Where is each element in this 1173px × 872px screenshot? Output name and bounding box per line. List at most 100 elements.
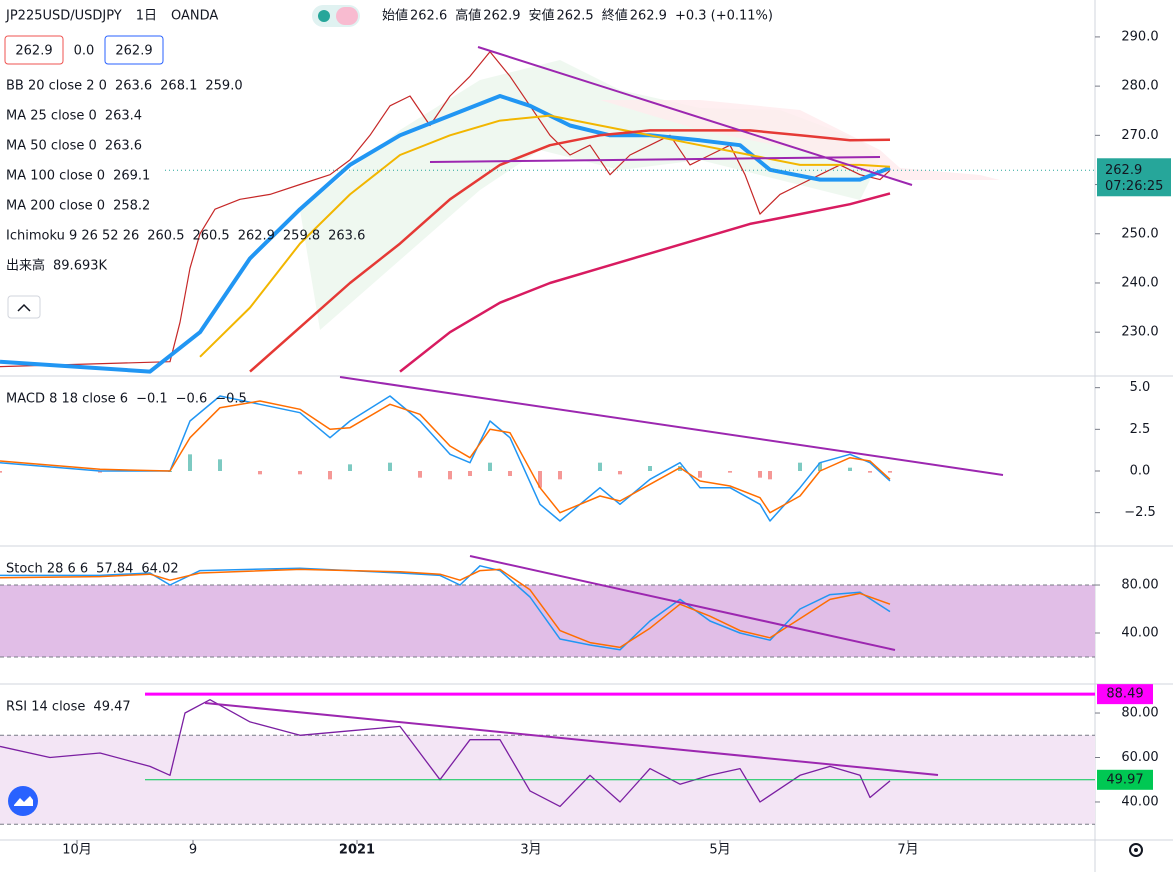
histogram-bar bbox=[558, 471, 562, 480]
ichimoku-cloud bbox=[300, 60, 880, 330]
legend-item: MA 200 close 0 bbox=[6, 199, 105, 214]
y-tick-label: 2.5 bbox=[1130, 422, 1151, 437]
ichimoku-cloud-red bbox=[600, 100, 1000, 180]
bid: 262.9 bbox=[15, 44, 52, 59]
histogram-bar bbox=[448, 471, 452, 480]
histogram-bar bbox=[188, 454, 192, 471]
panel bbox=[0, 699, 1095, 825]
level-label: 88.49 bbox=[1106, 687, 1143, 702]
histogram-bar bbox=[648, 466, 652, 471]
histogram-bar bbox=[798, 462, 802, 471]
trendline bbox=[477, 46, 913, 186]
ask-box[interactable] bbox=[104, 35, 164, 65]
legend-item: −0.5 bbox=[215, 392, 247, 407]
spread: 0.0 bbox=[74, 44, 95, 59]
series-line bbox=[0, 400, 891, 514]
series-line bbox=[199, 114, 891, 358]
legend-item: 269.1 bbox=[113, 169, 150, 184]
series-line bbox=[249, 129, 891, 373]
histogram-bar bbox=[848, 467, 852, 471]
histogram-bar bbox=[818, 462, 822, 471]
legend-item: Stoch 28 6 6 bbox=[6, 562, 88, 577]
ohlc-value: 262.5 bbox=[556, 9, 593, 24]
legend-item: −0.1 bbox=[136, 392, 168, 407]
series-line bbox=[0, 699, 891, 808]
legend-item: 262.9 bbox=[238, 229, 275, 244]
legend-item: Ichimoku 9 26 52 26 bbox=[6, 229, 139, 244]
legend-item: 57.84 bbox=[96, 562, 133, 577]
legend-item: BB 20 close 2 0 bbox=[6, 79, 107, 94]
legend-item: 263.6 bbox=[115, 79, 152, 94]
histogram-bar bbox=[298, 471, 302, 475]
legend-item: 49.47 bbox=[93, 700, 130, 715]
ohlc-label: 安値 bbox=[528, 8, 554, 24]
legend-item: MA 50 close 0 bbox=[6, 139, 97, 154]
y-tick-label: 290.0 bbox=[1121, 29, 1158, 44]
change: +0.3 (+0.11%) bbox=[675, 9, 773, 24]
collapse-button[interactable] bbox=[7, 295, 41, 319]
x-tick-label: 3月 bbox=[520, 843, 541, 858]
y-tick-label: 80.00 bbox=[1121, 706, 1158, 721]
series-line bbox=[0, 395, 891, 522]
y-tick-label: 5.0 bbox=[1130, 380, 1151, 395]
legend-item: 259.8 bbox=[283, 229, 320, 244]
legend-item: 263.6 bbox=[328, 229, 365, 244]
y-tick-label: −2.5 bbox=[1124, 505, 1156, 520]
series-line bbox=[399, 192, 891, 373]
y-tick-label: 40.00 bbox=[1121, 626, 1158, 641]
histogram-bar bbox=[258, 471, 262, 475]
y-tick-label: 80.00 bbox=[1121, 578, 1158, 593]
legend-item: 64.02 bbox=[141, 562, 178, 577]
histogram-bar bbox=[698, 471, 702, 478]
bid-box[interactable] bbox=[4, 35, 64, 65]
symbol: JP225USD/USDJPY bbox=[5, 9, 122, 24]
histogram-bar bbox=[618, 471, 622, 475]
y-tick-label: 60.00 bbox=[1121, 750, 1158, 765]
level-label: 49.97 bbox=[1106, 772, 1143, 787]
panel bbox=[0, 565, 1095, 658]
x-tick-label: 2021 bbox=[339, 843, 375, 858]
x-tick-label: 10月 bbox=[62, 843, 92, 858]
level-badge bbox=[1097, 684, 1153, 705]
countdown: 07:26:25 bbox=[1105, 179, 1163, 194]
tradingview-logo[interactable] bbox=[8, 786, 38, 816]
trendline bbox=[469, 555, 896, 651]
histogram-bar bbox=[328, 471, 332, 480]
histogram-bar bbox=[468, 471, 472, 476]
legend-item: 263.6 bbox=[105, 139, 142, 154]
ohlc-value: 262.9 bbox=[630, 9, 667, 24]
histogram-bar bbox=[418, 471, 422, 478]
histogram-bar bbox=[728, 471, 732, 473]
histogram-bar bbox=[98, 471, 102, 473]
ohlc-value: 262.9 bbox=[483, 9, 520, 24]
last-price-label: 262.9 bbox=[1105, 163, 1142, 178]
settings-icon[interactable] bbox=[1129, 843, 1143, 857]
ohlc-label: 終値 bbox=[602, 8, 628, 24]
y-tick-label: 230.0 bbox=[1121, 325, 1158, 340]
x-tick-label: 9 bbox=[189, 843, 197, 858]
panel bbox=[0, 51, 1095, 374]
histogram-bar bbox=[508, 471, 512, 476]
interval: 1日 bbox=[136, 9, 157, 24]
legend-item: MACD 8 18 close 6 bbox=[6, 392, 128, 407]
histogram-bar bbox=[0, 471, 2, 473]
trendline bbox=[204, 702, 939, 776]
ohlc-label: 始値 bbox=[382, 8, 408, 24]
y-tick-label: 250.0 bbox=[1121, 226, 1158, 241]
ask: 262.9 bbox=[115, 44, 152, 59]
legend-item: 260.5 bbox=[147, 229, 184, 244]
ohlc-label: 高値 bbox=[455, 8, 481, 24]
source: OANDA bbox=[171, 9, 218, 24]
panel bbox=[0, 395, 892, 522]
histogram-bar bbox=[768, 471, 772, 480]
histogram-bar bbox=[888, 471, 892, 473]
legend-item: MA 25 close 0 bbox=[6, 109, 97, 124]
ohlc-value: 262.6 bbox=[410, 9, 447, 24]
histogram-bar bbox=[758, 471, 762, 478]
legend-item: 89.693K bbox=[53, 259, 107, 274]
legend-item: 出来高 bbox=[6, 258, 45, 274]
histogram-bar bbox=[488, 462, 492, 471]
histogram-bar bbox=[868, 471, 872, 473]
